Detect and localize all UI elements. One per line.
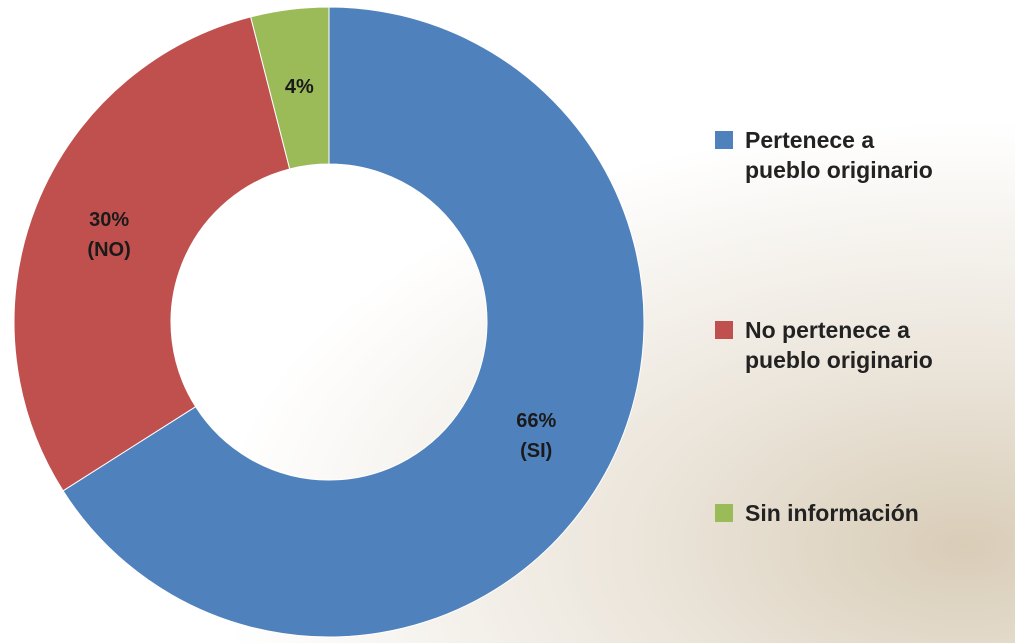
data-label: 30% (NO)	[87, 208, 131, 261]
legend-label: Sin información	[745, 500, 919, 526]
legend-label: No pertenece a pueblo originario	[745, 317, 933, 373]
legend-swatch	[715, 131, 733, 149]
data-label: 66% (SI)	[516, 409, 557, 462]
donut-slice	[62, 6, 645, 638]
legend-entry: No pertenece a pueblo originario	[715, 315, 945, 375]
legend-swatch	[715, 321, 733, 339]
legend-swatch	[715, 504, 733, 522]
donut-slice	[13, 16, 291, 492]
data-label: 4%	[284, 76, 314, 99]
donut-slice	[250, 6, 330, 170]
legend-entry: Pertenece a pueblo originario	[715, 125, 945, 185]
legend-label: Pertenece a pueblo originario	[745, 127, 933, 183]
legend-entry: Sin información	[715, 498, 945, 528]
